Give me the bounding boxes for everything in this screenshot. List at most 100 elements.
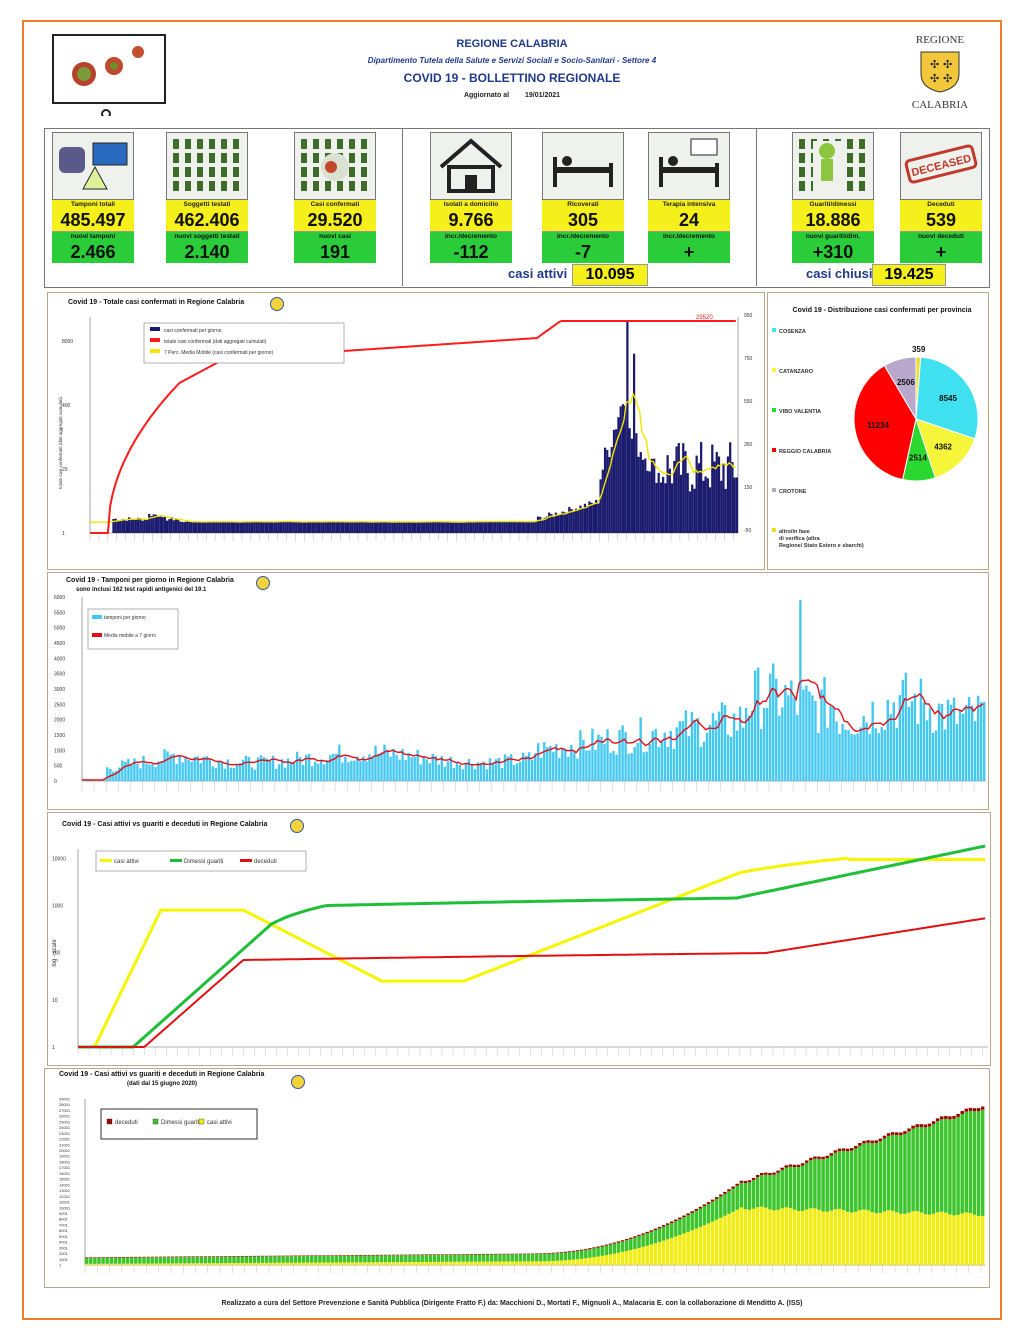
active-cases-bar	[150, 1263, 154, 1265]
tests-bar	[654, 728, 657, 781]
active-cases-bar	[322, 1262, 326, 1265]
stat-sub-label: incr./decremento	[648, 232, 730, 241]
recovered-bar	[494, 1254, 498, 1262]
stat-sub-label: incr./decremento	[542, 232, 624, 241]
recovered-bar	[350, 1255, 355, 1263]
daily-case-bar	[717, 456, 721, 533]
legend-box	[95, 850, 307, 872]
active-cases-bar	[760, 1206, 764, 1265]
tests-bar	[847, 730, 850, 781]
tests-bar	[946, 699, 950, 781]
stat-sub-value: 2.466	[52, 241, 134, 263]
daily-case-bar	[483, 521, 486, 533]
recovered-bar	[670, 1222, 674, 1238]
tests-bar	[669, 730, 673, 781]
deceased-bar	[138, 1256, 142, 1258]
daily-case-bar	[224, 521, 227, 533]
daily-case-bar	[344, 522, 347, 533]
daily-case-bar	[181, 521, 184, 533]
tests-bar	[470, 764, 474, 781]
recovered-bar	[330, 1255, 334, 1263]
daily-case-bar	[677, 443, 680, 533]
active-cases-bar	[841, 1210, 846, 1265]
daily-case-bar	[139, 518, 142, 533]
tests-bar	[208, 759, 211, 781]
daily-case-bar	[724, 488, 727, 533]
deceased-bar	[964, 1108, 969, 1112]
active-cases-bar	[543, 1261, 547, 1265]
recovered-bar	[940, 1119, 944, 1212]
deceased-bar	[277, 1255, 281, 1257]
recovered-bar	[117, 1257, 122, 1264]
deceased-bar	[567, 1251, 572, 1253]
recovered-bar	[845, 1151, 850, 1212]
daily-case-bar	[626, 321, 629, 533]
daily-case-bar	[653, 458, 656, 533]
deceased-bar	[281, 1255, 285, 1257]
daily-case-bar	[349, 521, 352, 533]
daily-case-bar	[130, 518, 133, 533]
recovered-bar	[400, 1255, 404, 1263]
daily-case-bar	[539, 516, 542, 533]
tests-bar	[473, 769, 477, 781]
recovered-bar	[502, 1254, 506, 1262]
deceased-bar	[322, 1255, 326, 1256]
tests-bar	[190, 761, 193, 781]
active-cases-bar	[612, 1253, 617, 1265]
active-cases-bar	[821, 1211, 825, 1265]
recovered-bar	[142, 1257, 146, 1264]
daily-case-bar	[686, 473, 689, 533]
recovered-bar	[706, 1203, 711, 1224]
tests-bar	[829, 706, 832, 781]
active-cases-bar	[547, 1261, 551, 1265]
y-tick-label: 1000	[54, 748, 65, 754]
recovered-bar	[338, 1255, 343, 1263]
deceased-bar	[166, 1256, 171, 1258]
legend-label: REGGIO CALABRIA	[779, 449, 831, 455]
tests-bar	[476, 762, 480, 781]
deceased-bar	[130, 1256, 134, 1258]
daily-case-bar	[168, 519, 171, 533]
y-tick-label: 8001	[59, 1217, 69, 1222]
active-cases-bar	[449, 1261, 453, 1265]
active-cases-bar	[265, 1262, 269, 1265]
tests-bar	[696, 718, 700, 781]
daily-case-bar	[454, 521, 457, 533]
daily-case-bar	[637, 456, 640, 533]
tests-bar	[530, 759, 534, 781]
tests-bar	[663, 732, 666, 781]
deceased-bar	[604, 1244, 609, 1246]
tests-bar	[636, 742, 639, 781]
recovered-bar	[665, 1224, 670, 1240]
daily-case-bar	[429, 521, 432, 533]
tests-bar	[772, 663, 775, 781]
recovered-bar	[445, 1254, 449, 1262]
stat-sub-label: incr./decremento	[430, 232, 512, 241]
daily-case-bar	[733, 477, 736, 533]
recovered-bar	[682, 1217, 686, 1234]
tests-bar	[594, 749, 597, 781]
recovered-bar	[387, 1255, 392, 1263]
deceased-bar	[715, 1197, 719, 1199]
recovered-bar	[440, 1254, 445, 1262]
deceased-bar	[506, 1253, 510, 1255]
daily-case-bar	[300, 522, 303, 533]
daily-case-bar	[340, 521, 343, 533]
active-cases-bar	[571, 1259, 576, 1265]
tests-bar	[407, 753, 410, 781]
active-cases-bar	[109, 1263, 114, 1265]
daily-case-bar	[373, 521, 377, 533]
active-cases-bar	[899, 1213, 903, 1265]
active-cases-bar	[465, 1261, 469, 1265]
y-tick-label: 3000	[54, 687, 65, 693]
active-cases-bar	[584, 1258, 588, 1265]
deceased-bar	[563, 1251, 568, 1253]
deceased-bar	[449, 1254, 453, 1255]
daily-case-bar	[570, 509, 573, 533]
active-cases-bar	[305, 1262, 310, 1265]
tests-bar	[500, 767, 504, 781]
daily-case-bar	[248, 521, 251, 533]
pie-svg: 359 8545 4362 2514 11234 2506 COSENZA CATANZARO…	[772, 328, 979, 549]
daily-case-bar	[116, 520, 120, 533]
lab-icon	[52, 132, 134, 200]
